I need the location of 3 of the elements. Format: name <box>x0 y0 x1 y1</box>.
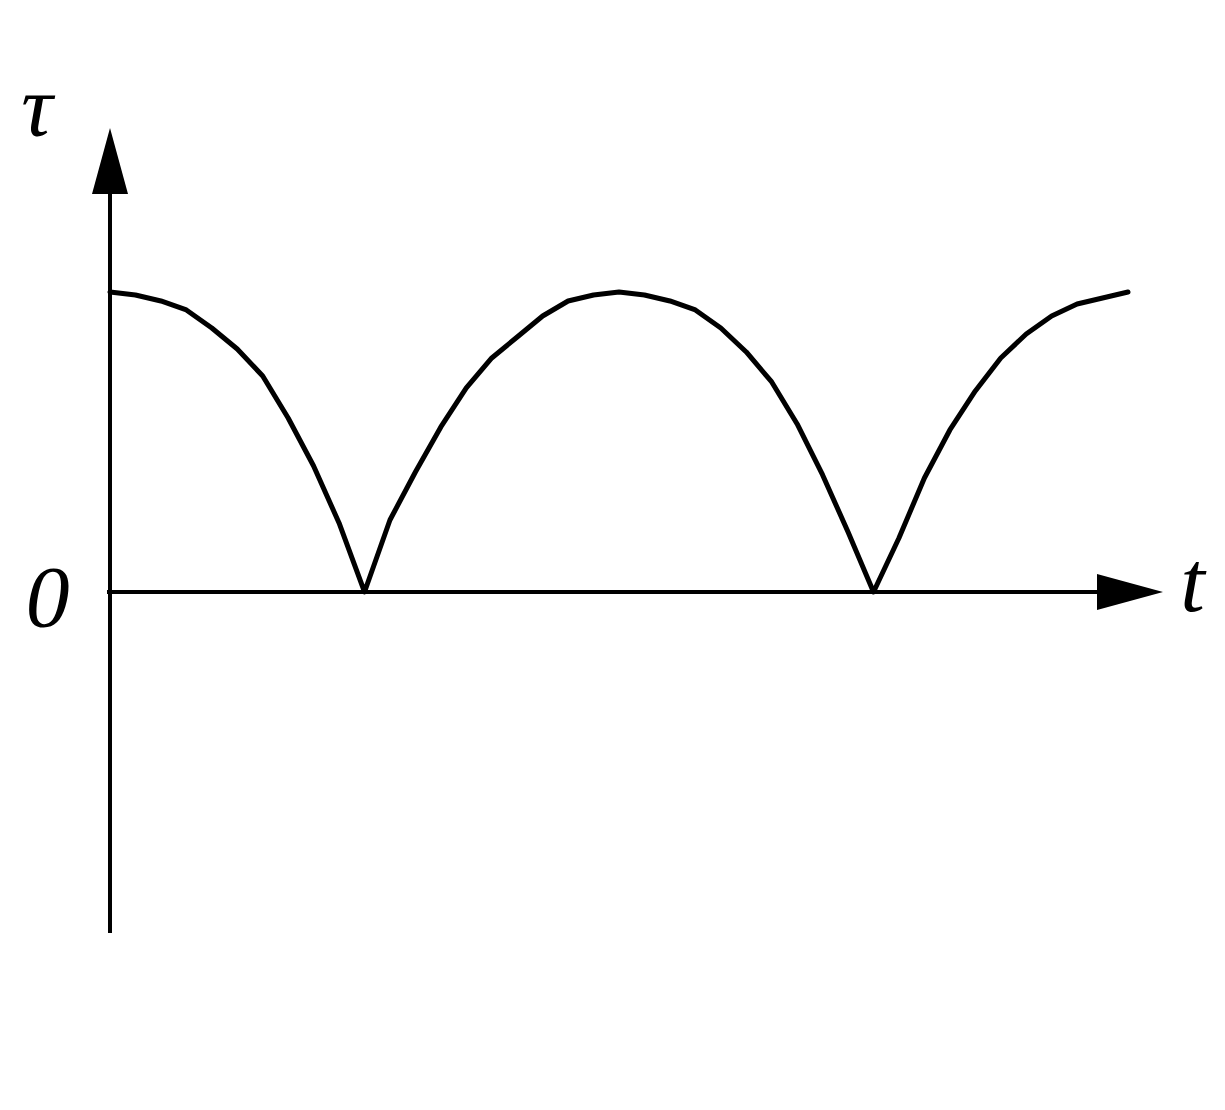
y-axis-title: τ <box>23 95 56 137</box>
x-axis-title: t <box>1184 561 1207 613</box>
text: 0 <box>29 568 69 628</box>
